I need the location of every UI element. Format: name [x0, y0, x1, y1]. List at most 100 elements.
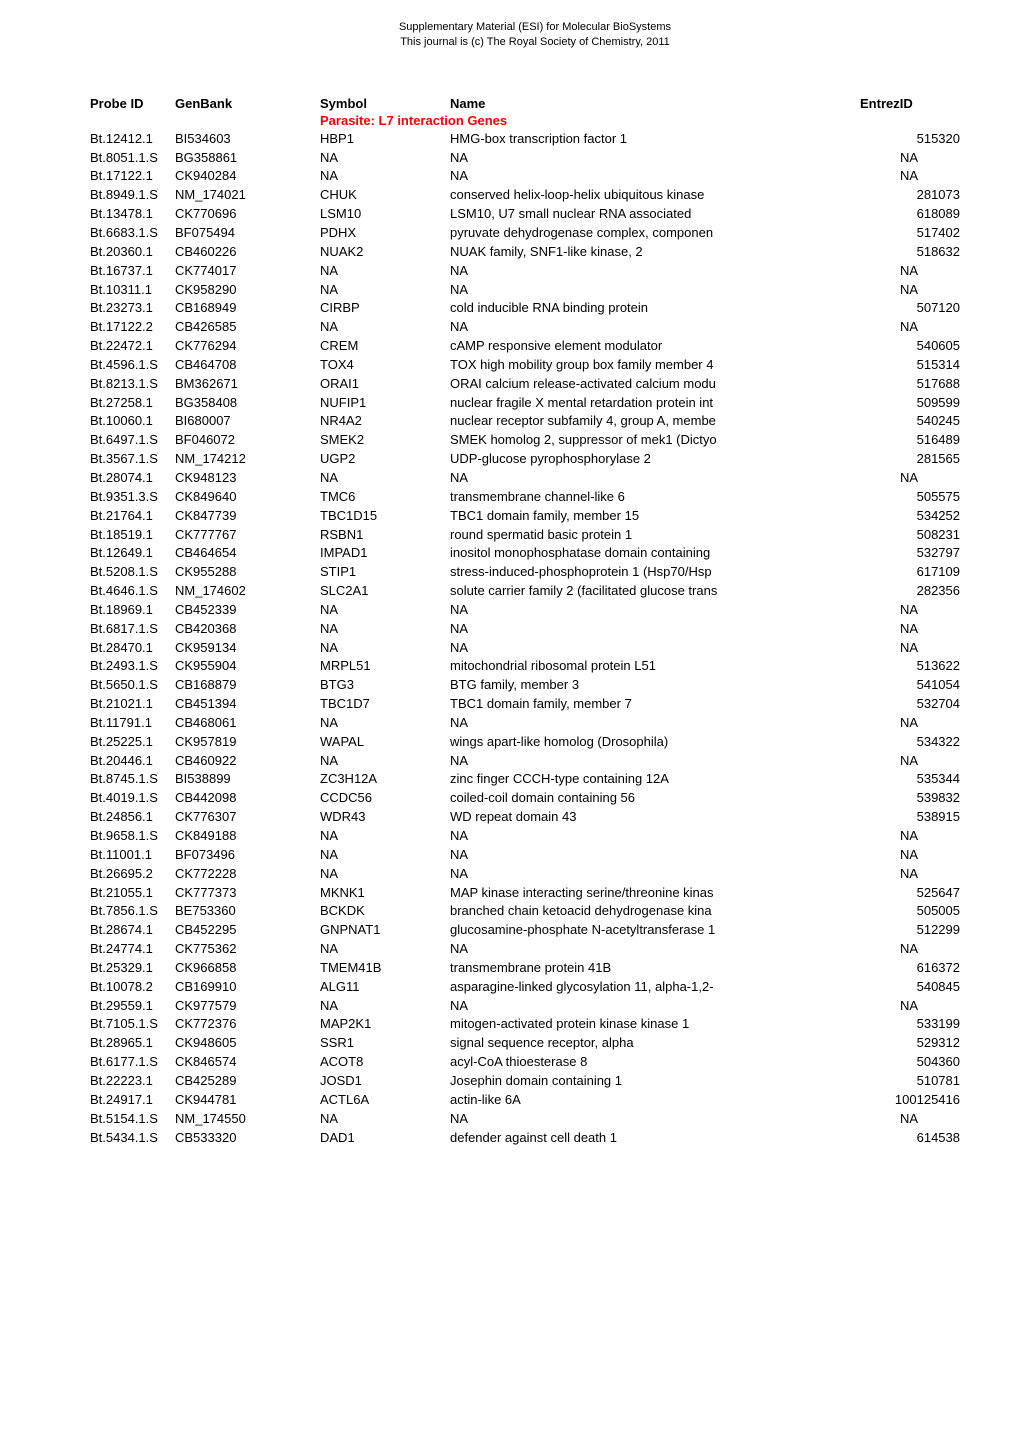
cell-genbank: CB460226: [175, 243, 320, 262]
cell-symbol: JOSD1: [320, 1072, 450, 1091]
cell-symbol: NA: [320, 1110, 450, 1129]
cell-symbol: STIP1: [320, 563, 450, 582]
document-page: Supplementary Material (ESI) for Molecul…: [0, 0, 1020, 1167]
cell-genbank: CK948123: [175, 469, 320, 488]
cell-symbol: PDHX: [320, 224, 450, 243]
table-row: Bt.21055.1CK777373MKNK1MAP kinase intera…: [90, 884, 980, 903]
cell-genbank: CK847739: [175, 507, 320, 526]
cell-name: acyl-CoA thioesterase 8: [450, 1053, 860, 1072]
cell-entrez: 538915: [860, 808, 960, 827]
cell-genbank: CB452339: [175, 601, 320, 620]
cell-genbank: NM_174021: [175, 186, 320, 205]
cell-symbol: LSM10: [320, 205, 450, 224]
cell-genbank: CB464654: [175, 544, 320, 563]
table-row: Bt.8213.1.SBM362671ORAI1ORAI calcium rel…: [90, 375, 980, 394]
cell-entrez: NA: [860, 469, 960, 488]
table-row: Bt.5434.1.SCB533320DAD1defender against …: [90, 1129, 980, 1148]
table-row: Bt.25225.1CK957819WAPALwings apart-like …: [90, 733, 980, 752]
cell-entrez: 529312: [860, 1034, 960, 1053]
table-row: Bt.10078.2CB169910ALG11asparagine-linked…: [90, 978, 980, 997]
cell-genbank: CK957819: [175, 733, 320, 752]
cell-probe-id: Bt.21055.1: [90, 884, 175, 903]
table-row: Bt.17122.1CK940284NANANA: [90, 167, 980, 186]
cell-genbank: CB451394: [175, 695, 320, 714]
cell-symbol: DAD1: [320, 1129, 450, 1148]
cell-probe-id: Bt.10078.2: [90, 978, 175, 997]
cell-entrez: NA: [860, 620, 960, 639]
cell-symbol: RSBN1: [320, 526, 450, 545]
cell-probe-id: Bt.8745.1.S: [90, 770, 175, 789]
cell-probe-id: Bt.10060.1: [90, 412, 175, 431]
cell-entrez: 516489: [860, 431, 960, 450]
cell-genbank: CK955288: [175, 563, 320, 582]
cell-genbank: CB533320: [175, 1129, 320, 1148]
cell-name: actin-like 6A: [450, 1091, 860, 1110]
cell-name: ORAI calcium release-activated calcium m…: [450, 375, 860, 394]
cell-symbol: NA: [320, 865, 450, 884]
table-row: Bt.4019.1.SCB442098CCDC56coiled-coil dom…: [90, 789, 980, 808]
cell-name: NA: [450, 714, 860, 733]
header-genbank: GenBank: [175, 96, 320, 111]
cell-name: NA: [450, 827, 860, 846]
cell-genbank: CB442098: [175, 789, 320, 808]
table-row: Bt.24917.1CK944781ACTL6Aactin-like 6A100…: [90, 1091, 980, 1110]
cell-name: TBC1 domain family, member 15: [450, 507, 860, 526]
table-row: Bt.26695.2CK772228NANANA: [90, 865, 980, 884]
cell-probe-id: Bt.18519.1: [90, 526, 175, 545]
cell-symbol: ORAI1: [320, 375, 450, 394]
cell-probe-id: Bt.2493.1.S: [90, 657, 175, 676]
cell-entrez: 616372: [860, 959, 960, 978]
cell-symbol: NA: [320, 620, 450, 639]
cell-probe-id: Bt.28470.1: [90, 639, 175, 658]
cell-name: NA: [450, 601, 860, 620]
header-entrez: EntrezID: [860, 96, 960, 111]
cell-entrez: 515320: [860, 130, 960, 149]
supplementary-line2: This journal is (c) The Royal Society of…: [90, 35, 980, 50]
cell-name: NA: [450, 149, 860, 168]
cell-symbol: CHUK: [320, 186, 450, 205]
cell-entrez: 533199: [860, 1015, 960, 1034]
cell-genbank: CB168879: [175, 676, 320, 695]
cell-entrez: 281565: [860, 450, 960, 469]
cell-name: mitochondrial ribosomal protein L51: [450, 657, 860, 676]
cell-genbank: CB426585: [175, 318, 320, 337]
cell-symbol: ACTL6A: [320, 1091, 450, 1110]
cell-probe-id: Bt.25329.1: [90, 959, 175, 978]
cell-entrez: 517688: [860, 375, 960, 394]
cell-genbank: CK777373: [175, 884, 320, 903]
cell-symbol: BCKDK: [320, 902, 450, 921]
cell-symbol: SSR1: [320, 1034, 450, 1053]
table-row: Bt.4596.1.SCB464708TOX4TOX high mobility…: [90, 356, 980, 375]
cell-symbol: SLC2A1: [320, 582, 450, 601]
table-row: Bt.7856.1.SBE753360BCKDKbranched chain k…: [90, 902, 980, 921]
cell-genbank: CB460922: [175, 752, 320, 771]
cell-entrez: 100125416: [860, 1091, 960, 1110]
cell-name: BTG family, member 3: [450, 676, 860, 695]
cell-probe-id: Bt.28965.1: [90, 1034, 175, 1053]
table-row: Bt.11001.1BF073496NANANA: [90, 846, 980, 865]
cell-name: LSM10, U7 small nuclear RNA associated: [450, 205, 860, 224]
cell-probe-id: Bt.27258.1: [90, 394, 175, 413]
cell-name: SMEK homolog 2, suppressor of mek1 (Dict…: [450, 431, 860, 450]
cell-entrez: 282356: [860, 582, 960, 601]
cell-genbank: BG358861: [175, 149, 320, 168]
cell-symbol: TMC6: [320, 488, 450, 507]
cell-probe-id: Bt.21021.1: [90, 695, 175, 714]
cell-entrez: NA: [860, 846, 960, 865]
cell-probe-id: Bt.17122.1: [90, 167, 175, 186]
cell-name: solute carrier family 2 (facilitated glu…: [450, 582, 860, 601]
cell-probe-id: Bt.20360.1: [90, 243, 175, 262]
table-row: Bt.6177.1.SCK846574ACOT8acyl-CoA thioest…: [90, 1053, 980, 1072]
cell-genbank: BF075494: [175, 224, 320, 243]
cell-probe-id: Bt.21764.1: [90, 507, 175, 526]
cell-name: cAMP responsive element modulator: [450, 337, 860, 356]
table-row: Bt.6817.1.SCB420368NANANA: [90, 620, 980, 639]
cell-symbol: TMEM41B: [320, 959, 450, 978]
cell-name: coiled-coil domain containing 56: [450, 789, 860, 808]
header-probe-id: Probe ID: [90, 96, 175, 111]
cell-genbank: BI534603: [175, 130, 320, 149]
cell-genbank: NM_174602: [175, 582, 320, 601]
cell-symbol: NA: [320, 639, 450, 658]
cell-probe-id: Bt.28674.1: [90, 921, 175, 940]
cell-entrez: 535344: [860, 770, 960, 789]
